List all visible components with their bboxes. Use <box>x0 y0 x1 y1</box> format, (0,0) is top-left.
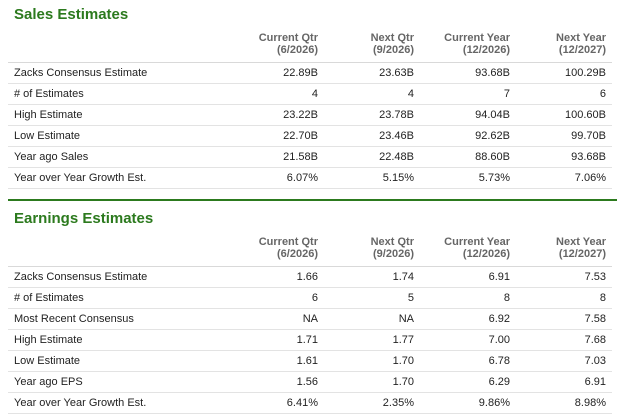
table-row: Most Recent Consensus NA NA 6.92 7.58 <box>8 308 612 330</box>
table-header-row: Current Qtr (6/2026) Next Qtr (9/2026) Cur… <box>8 32 612 63</box>
cell-value: 23.78B <box>324 104 420 126</box>
cell-value: 5.73% <box>420 167 516 189</box>
cell-value: 1.61 <box>228 350 324 372</box>
cell-value: 22.48B <box>324 146 420 168</box>
cell-value: 7 <box>420 83 516 105</box>
table-row: # of Estimates 6 5 8 8 <box>8 287 612 309</box>
row-label: # of Estimates <box>8 83 228 105</box>
cell-value: 6.07% <box>228 167 324 189</box>
column-header-next-qtr: Next Qtr (9/2026) <box>324 236 420 267</box>
cell-value: 7.06% <box>516 167 612 189</box>
cell-value: 6.41% <box>228 392 324 414</box>
row-label: Low Estimate <box>8 125 228 147</box>
table-row: Year over Year Growth Est. 6.41% 2.35% 9.86… <box>8 392 612 414</box>
cell-value: 93.68B <box>420 62 516 84</box>
row-label: # of Estimates <box>8 287 228 309</box>
column-header-label <box>8 32 228 63</box>
earnings-estimates-table: Current Qtr (6/2026) Next Qtr (9/2026) Cur… <box>8 236 612 414</box>
cell-value: 8 <box>516 287 612 309</box>
row-label: Zacks Consensus Estimate <box>8 62 228 84</box>
earnings-estimates-title: Earnings Estimates <box>14 210 154 227</box>
table-row: High Estimate 1.71 1.77 7.00 7.68 <box>8 329 612 351</box>
cell-value: 1.66 <box>228 266 324 288</box>
cell-value: 7.53 <box>516 266 612 288</box>
table-row: Zacks Consensus Estimate 22.89B 23.63B 93.6… <box>8 62 612 84</box>
cell-value: 7.03 <box>516 350 612 372</box>
row-label: Year over Year Growth Est. <box>8 392 228 414</box>
column-header-next-qtr: Next Qtr (9/2026) <box>324 32 420 63</box>
cell-value: 6.91 <box>516 371 612 393</box>
cell-value: 4 <box>324 83 420 105</box>
table-row: # of Estimates 4 4 7 6 <box>8 83 612 105</box>
cell-value: NA <box>228 308 324 330</box>
row-label: Year ago EPS <box>8 371 228 393</box>
table-row: Low Estimate 1.61 1.70 6.78 7.03 <box>8 350 612 372</box>
cell-value: 99.70B <box>516 125 612 147</box>
sales-estimates-table: Current Qtr (6/2026) Next Qtr (9/2026) Cur… <box>8 32 612 189</box>
cell-value: 1.70 <box>324 371 420 393</box>
table-row: Low Estimate 22.70B 23.46B 92.62B 99.70B <box>8 125 612 147</box>
cell-value: 1.56 <box>228 371 324 393</box>
cell-value: 7.00 <box>420 329 516 351</box>
cell-value: 88.60B <box>420 146 516 168</box>
cell-value: NA <box>324 308 420 330</box>
column-header-current-year: Current Year (12/2026) <box>420 236 516 267</box>
table-row: Year over Year Growth Est. 6.07% 5.15% 5.73… <box>8 167 612 189</box>
column-header-current-qtr: Current Qtr (6/2026) <box>228 236 324 267</box>
column-header-next-year: Next Year (12/2027) <box>516 32 612 63</box>
cell-value: 5.15% <box>324 167 420 189</box>
cell-value: 7.58 <box>516 308 612 330</box>
sales-estimates-title: Sales Estimates <box>14 6 129 23</box>
cell-value: 6.29 <box>420 371 516 393</box>
column-header-current-qtr: Current Qtr (6/2026) <box>228 32 324 63</box>
cell-value: 1.74 <box>324 266 420 288</box>
cell-value: 23.63B <box>324 62 420 84</box>
cell-value: 8 <box>420 287 516 309</box>
cell-value: 2.35% <box>324 392 420 414</box>
cell-value: 6.92 <box>420 308 516 330</box>
cell-value: 6 <box>516 83 612 105</box>
row-label: High Estimate <box>8 104 228 126</box>
cell-value: 7.68 <box>516 329 612 351</box>
cell-value: 100.29B <box>516 62 612 84</box>
table-row: Zacks Consensus Estimate 1.66 1.74 6.91 7.53 <box>8 266 612 288</box>
cell-value: 6.78 <box>420 350 516 372</box>
row-label: Low Estimate <box>8 350 228 372</box>
cell-value: 21.58B <box>228 146 324 168</box>
section-divider <box>8 199 617 201</box>
cell-value: 23.22B <box>228 104 324 126</box>
row-label: High Estimate <box>8 329 228 351</box>
column-header-current-year: Current Year (12/2026) <box>420 32 516 63</box>
table-row: Year ago Sales 21.58B 22.48B 88.60B 93.68B <box>8 146 612 168</box>
column-header-label <box>8 236 228 267</box>
cell-value: 8.98% <box>516 392 612 414</box>
cell-value: 6 <box>228 287 324 309</box>
cell-value: 6.91 <box>420 266 516 288</box>
table-row: High Estimate 23.22B 23.78B 94.04B 100.60B <box>8 104 612 126</box>
table-header-row: Current Qtr (6/2026) Next Qtr (9/2026) Cur… <box>8 236 612 267</box>
row-label: Year over Year Growth Est. <box>8 167 228 189</box>
table-row: Year ago EPS 1.56 1.70 6.29 6.91 <box>8 371 612 393</box>
cell-value: 100.60B <box>516 104 612 126</box>
cell-value: 4 <box>228 83 324 105</box>
cell-value: 22.89B <box>228 62 324 84</box>
row-label: Zacks Consensus Estimate <box>8 266 228 288</box>
column-header-next-year: Next Year (12/2027) <box>516 236 612 267</box>
cell-value: 1.77 <box>324 329 420 351</box>
cell-value: 9.86% <box>420 392 516 414</box>
cell-value: 23.46B <box>324 125 420 147</box>
cell-value: 92.62B <box>420 125 516 147</box>
row-label: Most Recent Consensus <box>8 308 228 330</box>
cell-value: 94.04B <box>420 104 516 126</box>
cell-value: 1.70 <box>324 350 420 372</box>
cell-value: 93.68B <box>516 146 612 168</box>
cell-value: 22.70B <box>228 125 324 147</box>
row-label: Year ago Sales <box>8 146 228 168</box>
cell-value: 1.71 <box>228 329 324 351</box>
cell-value: 5 <box>324 287 420 309</box>
